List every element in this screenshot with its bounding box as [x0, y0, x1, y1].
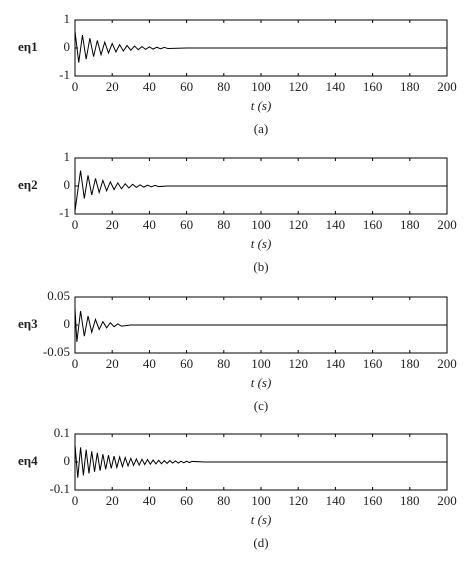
y-tick-label: 0.05: [47, 288, 70, 303]
x-tick-label: 180: [400, 493, 420, 508]
x-tick-label: 20: [106, 356, 119, 371]
x-tick-label: 60: [180, 493, 193, 508]
y-tick-label: 0: [64, 39, 71, 54]
x-tick-label: 140: [326, 493, 346, 508]
x-tick-label: 200: [437, 79, 457, 94]
y-tick-label: 0: [64, 316, 71, 331]
y-tick-label: 0: [64, 177, 71, 192]
x-tick-label: 120: [288, 79, 308, 94]
x-tick-label: 160: [363, 79, 383, 94]
x-tick-label: 60: [180, 79, 193, 94]
x-tick-label: 200: [437, 493, 457, 508]
x-tick-label: 0: [72, 79, 79, 94]
x-tick-label: 100: [251, 356, 271, 371]
x-tick-label: 80: [217, 356, 230, 371]
x-axis-label: t (s): [251, 512, 272, 527]
y-tick-label: -1: [59, 205, 70, 220]
x-tick-label: 200: [437, 217, 457, 232]
x-tick-label: 80: [217, 493, 230, 508]
y-tick-label: 0: [64, 453, 71, 468]
y-axis-label: eη2: [18, 177, 38, 192]
caption: (d): [253, 535, 268, 550]
x-tick-label: 0: [72, 493, 79, 508]
x-tick-label: 60: [180, 356, 193, 371]
x-tick-label: 20: [106, 79, 119, 94]
x-tick-label: 120: [288, 356, 308, 371]
x-tick-label: 0: [72, 356, 79, 371]
x-tick-label: 180: [400, 79, 420, 94]
x-tick-label: 160: [363, 356, 383, 371]
y-axis-label: eη4: [18, 453, 38, 468]
caption: (a): [254, 121, 268, 136]
x-tick-label: 180: [400, 356, 420, 371]
x-axis-label: t (s): [251, 236, 272, 251]
x-tick-label: 120: [288, 217, 308, 232]
x-tick-label: 40: [143, 493, 156, 508]
x-tick-label: 160: [363, 217, 383, 232]
x-tick-label: 40: [143, 79, 156, 94]
y-tick-label: -0.05: [43, 344, 70, 359]
x-tick-label: 20: [106, 493, 119, 508]
y-tick-label: 1: [64, 11, 71, 26]
x-tick-label: 140: [326, 356, 346, 371]
x-tick-label: 80: [217, 79, 230, 94]
x-tick-label: 140: [326, 217, 346, 232]
data-line: [74, 445, 447, 478]
y-axis-label: eη3: [18, 316, 38, 331]
x-tick-label: 180: [400, 217, 420, 232]
caption: (b): [253, 259, 268, 274]
data-line: [74, 170, 447, 212]
x-tick-label: 40: [143, 356, 156, 371]
x-tick-label: 0: [72, 217, 79, 232]
x-tick-label: 60: [180, 217, 193, 232]
data-line: [74, 31, 447, 63]
x-axis-label: t (s): [251, 98, 272, 113]
x-tick-label: 100: [251, 79, 271, 94]
x-tick-label: 140: [326, 79, 346, 94]
x-tick-label: 80: [217, 217, 230, 232]
y-tick-label: 0.1: [54, 425, 70, 440]
data-line: [74, 308, 447, 342]
x-tick-label: 100: [251, 493, 271, 508]
y-tick-label: -1: [59, 67, 70, 82]
x-axis-label: t (s): [251, 375, 272, 390]
x-tick-label: 100: [251, 217, 271, 232]
x-tick-label: 200: [437, 356, 457, 371]
y-tick-label: -0.1: [49, 481, 70, 496]
x-tick-label: 40: [143, 217, 156, 232]
y-axis-label: eη1: [18, 39, 38, 54]
x-tick-label: 120: [288, 493, 308, 508]
y-tick-label: 1: [64, 149, 71, 164]
x-tick-label: 160: [363, 493, 383, 508]
x-tick-label: 20: [106, 217, 119, 232]
caption: (c): [254, 398, 268, 413]
